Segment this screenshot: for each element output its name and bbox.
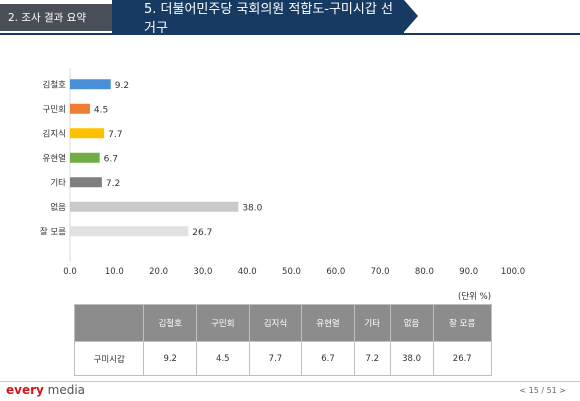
x-tick-label: 10.0 (105, 267, 124, 277)
table-cell: 26.7 (432, 341, 492, 376)
x-tick-label: 0.0 (63, 267, 77, 277)
header-band: 2. 조사 결과 요약 5. 더불어민주당 국회의원 적합도-구미시갑 선거구 (0, 0, 580, 36)
x-tick-label: 20.0 (149, 267, 168, 277)
table-row-label: 구미시갑 (73, 341, 145, 376)
table-corner-cell (73, 304, 145, 342)
data-label: 7.7 (108, 130, 122, 140)
table-cell: 38.0 (389, 341, 434, 376)
x-tick-label: 50.0 (282, 267, 301, 277)
category-label: 김철호 (43, 79, 67, 90)
data-label: 38.0 (242, 203, 262, 213)
bar (70, 152, 100, 163)
bar (70, 103, 90, 114)
table-header-cell: 김지식 (248, 304, 303, 342)
bar (70, 177, 102, 188)
page-number: < 15 / 51 > (519, 386, 566, 395)
title-arrow-decoration (404, 0, 418, 32)
bar (70, 128, 105, 139)
table-header-cell: 잘 모름 (432, 304, 492, 342)
data-label: 26.7 (192, 228, 212, 238)
table-cell: 7.7 (248, 341, 303, 376)
category-label: 잘 모름 (40, 226, 66, 237)
x-tick-label: 60.0 (326, 267, 345, 277)
table-header-cell: 기타 (353, 304, 391, 342)
x-tick-label: 90.0 (459, 267, 478, 277)
category-label: 김지식 (43, 128, 66, 139)
table-cell: 7.2 (353, 341, 391, 376)
x-tick-label: 70.0 (371, 267, 390, 277)
data-label: 7.2 (106, 179, 120, 189)
bar (70, 201, 239, 212)
table-header-cell: 유현열 (301, 304, 355, 342)
category-label: 기타 (50, 178, 66, 188)
table-cell: 4.5 (196, 341, 250, 376)
company-logo: every media (6, 383, 85, 397)
bar (70, 226, 189, 237)
x-tick-label: 100.0 (501, 267, 525, 277)
table-row: 구미시갑 9.2 4.5 7.7 6.7 7.2 38.0 26.7 (73, 341, 492, 376)
category-label: 없음 (50, 203, 66, 213)
table-header-cell: 김철호 (143, 304, 198, 342)
x-tick-label: 40.0 (238, 267, 257, 277)
logo-text-sub: media (43, 383, 86, 397)
chart-unit-label: (단위 %) (458, 292, 492, 302)
category-label: 구민회 (43, 104, 66, 115)
data-table: 김철호 구민회 김지식 유현열 기타 없음 잘 모름 구미시갑 9.2 4.5 … (73, 304, 492, 376)
table-header-cell: 없음 (389, 304, 434, 342)
data-label: 4.5 (94, 105, 108, 115)
bar (70, 79, 111, 90)
table-header-row: 김철호 구민회 김지식 유현열 기타 없음 잘 모름 (73, 304, 492, 342)
category-label: 유현열 (43, 154, 67, 164)
x-tick-label: 80.0 (415, 267, 434, 277)
header-rule (0, 33, 580, 35)
section-tab: 2. 조사 결과 요약 (0, 4, 112, 31)
table-cell: 6.7 (301, 341, 355, 376)
footer-rule (0, 381, 580, 382)
page-title: 5. 더불어민주당 국회의원 적합도-구미시갑 선거구 (144, 1, 393, 36)
x-tick-label: 30.0 (193, 267, 212, 277)
table-header-cell: 구민회 (196, 304, 250, 342)
table-cell: 9.2 (143, 341, 198, 376)
logo-text-main: every (6, 383, 44, 397)
data-label: 6.7 (104, 154, 118, 164)
section-label: 2. 조사 결과 요약 (8, 12, 86, 24)
data-label: 9.2 (115, 81, 129, 91)
title-bar: 5. 더불어민주당 국회의원 적합도-구미시갑 선거구 (112, 0, 404, 36)
bar-chart: 김철호 9.2 구민회 4.5 김지식 7.7 유현열 6.7 기타 7.2 없음 38.0 잘 모름 2… (40, 68, 525, 277)
